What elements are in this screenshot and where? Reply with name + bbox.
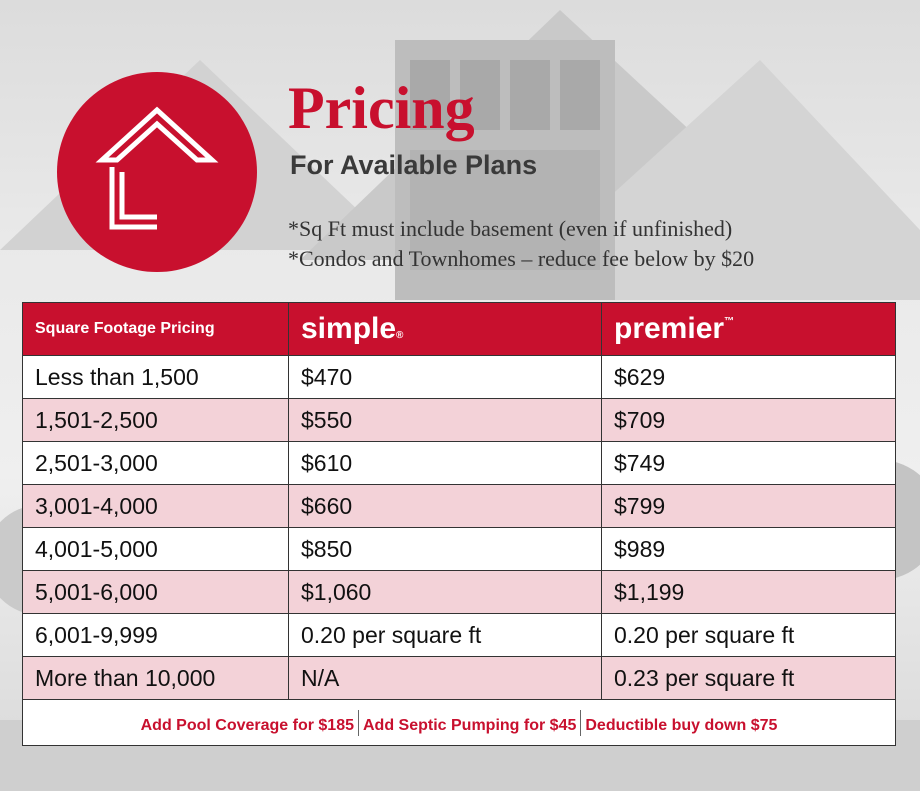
- simple-price-cell: $660: [288, 484, 602, 528]
- table-header-row: Square Footage Pricing simple® premier™: [22, 302, 896, 356]
- addon-pool-coverage: Add Pool Coverage for $185: [140, 716, 354, 734]
- square-footage-cell: 3,001-4,000: [22, 484, 289, 528]
- plan-name-premier: premier: [614, 312, 725, 345]
- logo-circle: [57, 72, 257, 272]
- column-header-square-footage: Square Footage Pricing: [22, 302, 289, 356]
- premier-price-cell: $1,199: [601, 570, 896, 614]
- addons-cell: Add Pool Coverage for $185 Add Septic Pum…: [22, 699, 896, 746]
- simple-price-cell: $850: [288, 527, 602, 571]
- house-outline-icon: [95, 106, 219, 230]
- simple-price-cell: $1,060: [288, 570, 602, 614]
- page-subtitle: For Available Plans: [290, 150, 538, 180]
- premier-price-cell: 0.23 per square ft: [601, 656, 896, 700]
- table-row: 1,501-2,500 $550 $709: [22, 398, 896, 442]
- table-row: More than 10,000 N/A 0.23 per square ft: [22, 656, 896, 700]
- column-header-premier: premier™: [601, 302, 896, 356]
- table-row: 5,001-6,000 $1,060 $1,199: [22, 570, 896, 614]
- simple-price-cell: $610: [288, 441, 602, 485]
- trademark-mark: ™: [724, 316, 735, 327]
- premier-price-cell: $629: [601, 355, 896, 399]
- premier-price-cell: $709: [601, 398, 896, 442]
- pricing-table: Square Footage Pricing simple® premier™ …: [22, 302, 896, 746]
- square-footage-cell: Less than 1,500: [22, 355, 289, 399]
- premier-price-cell: 0.20 per square ft: [601, 613, 896, 657]
- table-row: Less than 1,500 $470 $629: [22, 355, 896, 399]
- table-row: 6,001-9,999 0.20 per square ft 0.20 per …: [22, 613, 896, 657]
- simple-price-cell: N/A: [288, 656, 602, 700]
- premier-price-cell: $749: [601, 441, 896, 485]
- premier-price-cell: $799: [601, 484, 896, 528]
- simple-price-cell: $550: [288, 398, 602, 442]
- addon-divider: [358, 710, 359, 737]
- table-row: 2,501-3,000 $610 $749: [22, 441, 896, 485]
- registered-mark: ®: [396, 330, 404, 341]
- square-footage-cell: 2,501-3,000: [22, 441, 289, 485]
- addon-septic-pumping: Add Septic Pumping for $45: [363, 716, 577, 734]
- note-condos: *Condos and Townhomes – reduce fee below…: [288, 246, 755, 271]
- column-header-simple: simple®: [288, 302, 602, 356]
- note-basement: *Sq Ft must include basement (even if un…: [288, 216, 733, 241]
- table-row: 4,001-5,000 $850 $989: [22, 527, 896, 571]
- simple-price-cell: $470: [288, 355, 602, 399]
- square-footage-cell: 1,501-2,500: [22, 398, 289, 442]
- square-footage-cell: 4,001-5,000: [22, 527, 289, 571]
- addons-row: Add Pool Coverage for $185 Add Septic Pum…: [22, 699, 896, 746]
- square-footage-cell: 6,001-9,999: [22, 613, 289, 657]
- square-footage-cell: 5,001-6,000: [22, 570, 289, 614]
- square-footage-cell: More than 10,000: [22, 656, 289, 700]
- plan-name-simple: simple: [301, 312, 397, 345]
- simple-price-cell: 0.20 per square ft: [288, 613, 602, 657]
- premier-price-cell: $989: [601, 527, 896, 571]
- addon-divider: [580, 710, 582, 737]
- table-row: 3,001-4,000 $660 $799: [22, 484, 896, 528]
- page-title: Pricing: [288, 75, 475, 141]
- addon-deductible-buy-down: Deductible buy down $75: [585, 716, 778, 734]
